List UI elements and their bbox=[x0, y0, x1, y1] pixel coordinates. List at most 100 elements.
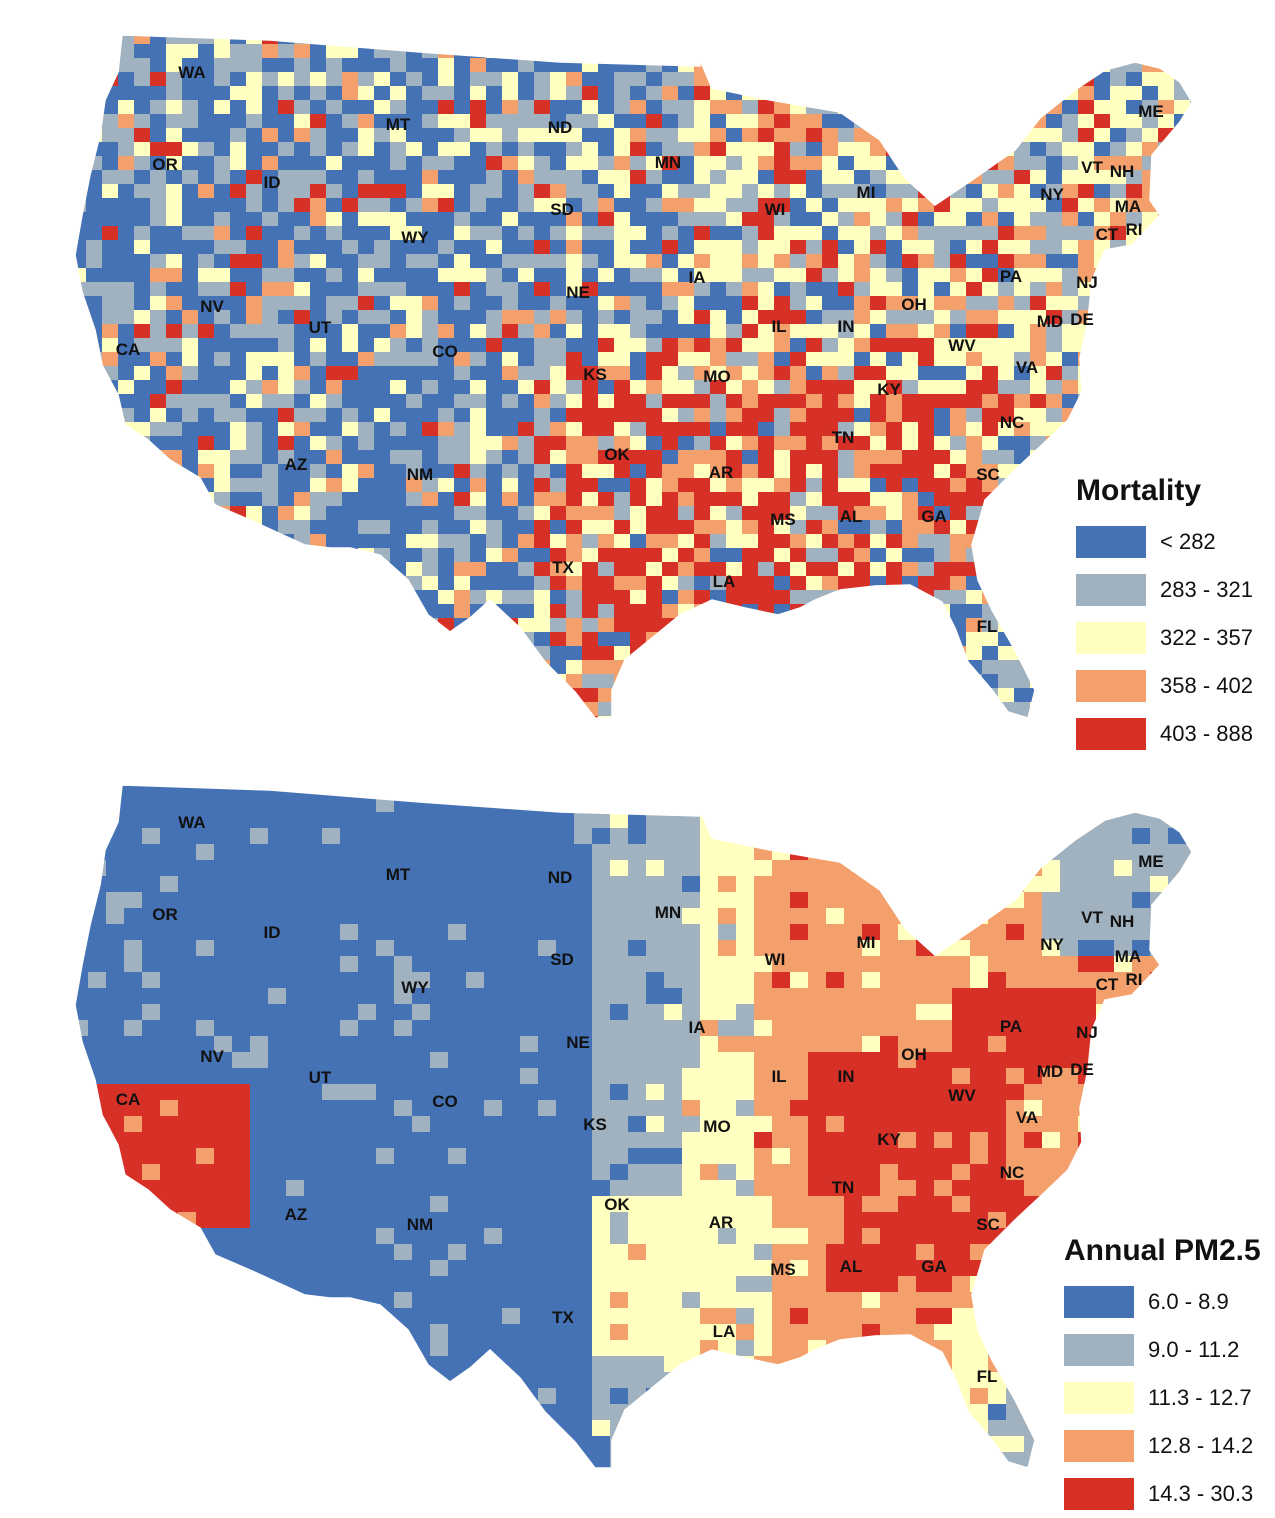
county-cell bbox=[310, 184, 327, 199]
county-cell bbox=[1094, 170, 1111, 185]
county-cell bbox=[772, 860, 791, 877]
county-cell bbox=[742, 282, 759, 297]
county-cell bbox=[214, 324, 231, 339]
county-cell bbox=[918, 604, 935, 619]
county-cell bbox=[982, 632, 999, 647]
county-cell bbox=[294, 618, 311, 633]
county-cell bbox=[736, 956, 755, 973]
county-cell bbox=[1060, 1116, 1079, 1133]
county-cell bbox=[118, 352, 135, 367]
county-cell bbox=[310, 352, 327, 367]
county-cell bbox=[278, 688, 295, 703]
county-cell bbox=[1168, 908, 1187, 925]
county-cell bbox=[736, 1100, 755, 1117]
county-cell bbox=[406, 716, 423, 718]
county-cell bbox=[806, 394, 823, 409]
county-cell bbox=[916, 1052, 935, 1069]
county-cell bbox=[322, 1020, 341, 1037]
county-cell bbox=[1126, 324, 1143, 339]
county-cell bbox=[742, 464, 759, 479]
county-cell bbox=[142, 1100, 161, 1117]
county-cell bbox=[160, 876, 179, 893]
county-cell bbox=[198, 436, 215, 451]
county-cell bbox=[966, 366, 983, 381]
county-cell bbox=[582, 35, 599, 45]
county-cell bbox=[322, 1004, 341, 1021]
county-cell bbox=[502, 796, 521, 813]
county-cell bbox=[774, 436, 791, 451]
county-cell bbox=[422, 422, 439, 437]
county-cell bbox=[422, 282, 439, 297]
county-cell bbox=[198, 324, 215, 339]
county-cell bbox=[614, 562, 631, 577]
county-cell bbox=[118, 632, 135, 647]
county-cell bbox=[262, 394, 279, 409]
county-cell bbox=[982, 72, 999, 87]
county-cell bbox=[86, 520, 103, 535]
county-cell bbox=[898, 1068, 917, 1085]
county-cell bbox=[470, 254, 487, 269]
county-cell bbox=[582, 548, 599, 563]
county-cell bbox=[390, 450, 407, 465]
county-cell bbox=[950, 296, 967, 311]
county-cell bbox=[340, 785, 359, 797]
county-cell bbox=[838, 86, 855, 101]
county-cell bbox=[294, 58, 311, 73]
county-cell bbox=[598, 170, 615, 185]
county-cell bbox=[182, 268, 199, 283]
county-cell bbox=[726, 240, 743, 255]
county-cell bbox=[610, 828, 629, 845]
county-cell bbox=[1132, 812, 1151, 829]
county-cell bbox=[1042, 892, 1061, 909]
county-cell bbox=[88, 828, 107, 845]
county-cell bbox=[75, 366, 87, 381]
county-cell bbox=[1168, 1052, 1187, 1069]
county-cell bbox=[150, 254, 167, 269]
county-cell bbox=[662, 394, 679, 409]
county-cell bbox=[534, 184, 551, 199]
county-cell bbox=[322, 988, 341, 1005]
county-cell bbox=[75, 380, 87, 395]
county-cell bbox=[628, 785, 647, 797]
county-cell bbox=[662, 184, 679, 199]
county-cell bbox=[75, 35, 87, 45]
county-cell bbox=[952, 1052, 971, 1069]
county-cell bbox=[520, 892, 539, 909]
county-cell bbox=[598, 632, 615, 647]
county-cell bbox=[484, 956, 503, 973]
county-cell bbox=[1126, 128, 1143, 143]
county-cell bbox=[628, 876, 647, 893]
county-cell bbox=[758, 562, 775, 577]
county-cell bbox=[470, 324, 487, 339]
county-cell bbox=[902, 688, 919, 703]
county-cell bbox=[1158, 44, 1175, 59]
pm25-map: WAORCANVIDMTWYUTAZNMCONDSDNEKSOKTXMNIAMO… bbox=[74, 784, 1193, 1469]
county-cell bbox=[278, 576, 295, 591]
county-cell bbox=[1006, 828, 1025, 845]
county-cell bbox=[294, 464, 311, 479]
county-cell bbox=[646, 464, 663, 479]
county-cell bbox=[902, 394, 919, 409]
county-cell bbox=[854, 58, 871, 73]
county-cell bbox=[278, 254, 295, 269]
county-cell bbox=[230, 198, 247, 213]
county-cell bbox=[806, 240, 823, 255]
county-cell bbox=[790, 1068, 809, 1085]
county-cell bbox=[1190, 310, 1192, 325]
county-cell bbox=[1186, 844, 1192, 861]
county-cell bbox=[758, 324, 775, 339]
county-cell bbox=[822, 674, 839, 689]
county-cell bbox=[310, 604, 327, 619]
county-cell bbox=[518, 170, 535, 185]
county-cell bbox=[310, 226, 327, 241]
county-cell bbox=[278, 282, 295, 297]
county-cell bbox=[342, 478, 359, 493]
county-cell bbox=[340, 1084, 359, 1101]
county-cell bbox=[806, 646, 823, 661]
county-cell bbox=[998, 240, 1015, 255]
county-cell bbox=[774, 702, 791, 717]
county-cell bbox=[75, 212, 87, 227]
county-cell bbox=[454, 142, 471, 157]
county-cell bbox=[75, 324, 87, 339]
county-cell bbox=[774, 268, 791, 283]
